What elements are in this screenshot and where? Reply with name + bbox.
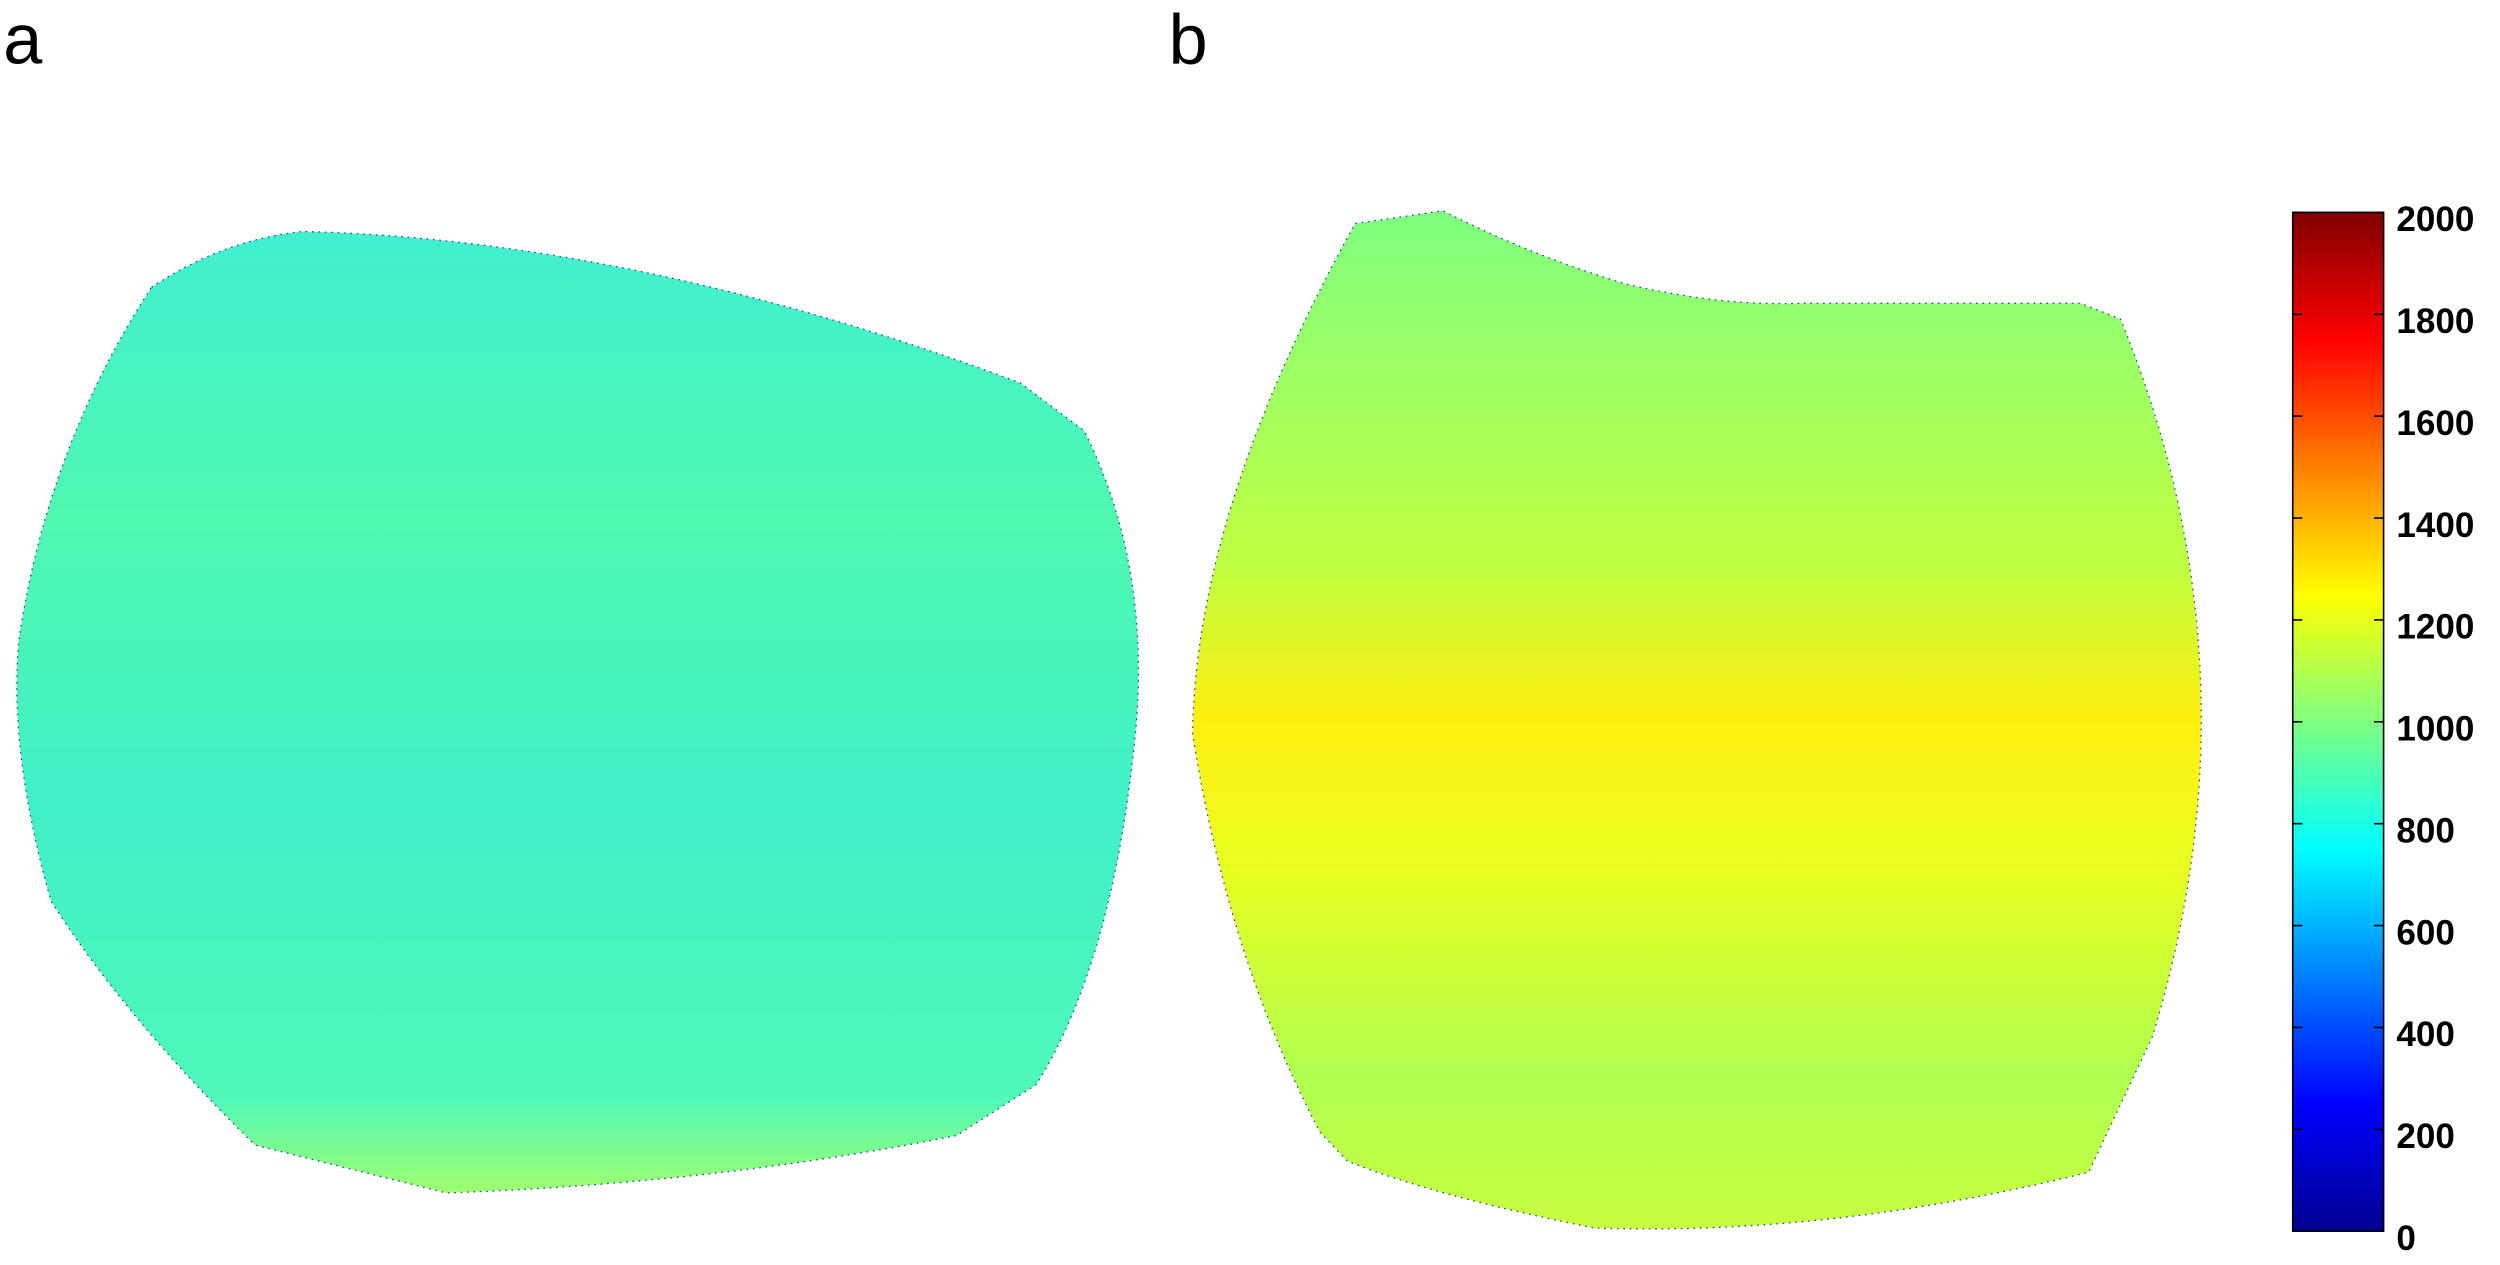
colorbar-tick-label: 400 [2396, 1015, 2455, 1054]
heatmap-a [16, 230, 1140, 1194]
colorbar-tick-label: 600 [2396, 913, 2455, 952]
heatmap-b [1191, 210, 2202, 1230]
panel-label: a [3, 0, 43, 78]
panel-label: b [1169, 0, 1208, 78]
colorbar-tick-label: 1600 [2396, 404, 2474, 443]
colorbar-tick-label: 200 [2396, 1117, 2455, 1156]
colorbar-tick-label: 0 [2396, 1219, 2416, 1258]
colorbar-tick-label: 1200 [2396, 608, 2474, 647]
colorbar-tick-label: 2000 [2396, 200, 2474, 239]
colorbar-tick-label: 800 [2396, 811, 2455, 850]
colorbar [2291, 211, 2385, 1232]
colorbar-tick-label: 1800 [2396, 302, 2474, 341]
colorbar-tick-label: 1000 [2396, 710, 2474, 749]
colorbar-tick-label: 1400 [2396, 506, 2474, 545]
